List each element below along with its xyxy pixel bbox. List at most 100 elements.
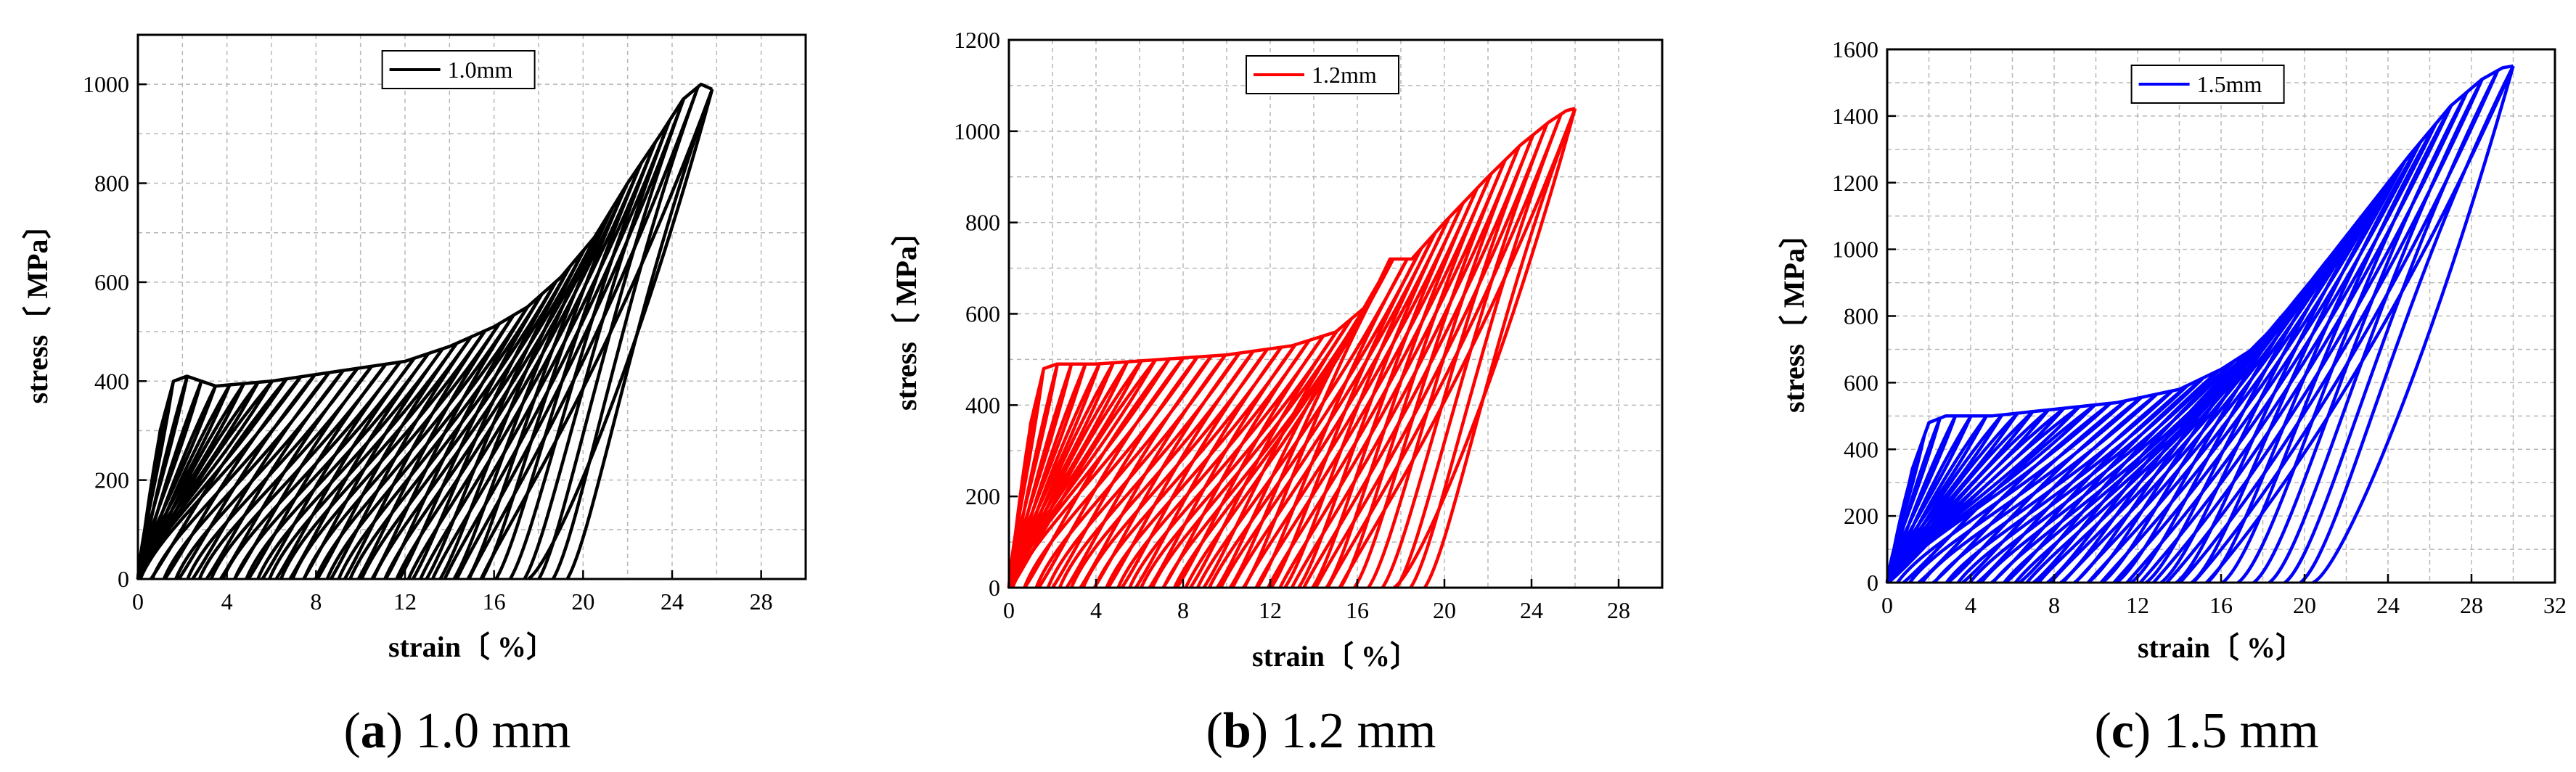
panel-a-cycle-39: [467, 86, 700, 580]
y-tick-label: 1200: [1832, 170, 1878, 196]
panel-a: 0 4 8 12 16 20 24 28 0 200 400 600 800 1000 strain〔 …: [21, 33, 807, 759]
y-tick-label: 1000: [1832, 237, 1878, 263]
x-tick-label: 8: [2048, 592, 2060, 618]
panel-b-cycle-32: [1243, 202, 1465, 589]
panel-c-cycle-37: [2165, 91, 2469, 584]
panel-a-cycle-29: [348, 280, 558, 580]
y-tick-label: 1200: [954, 27, 1000, 53]
panel-b-cycle-39: [1326, 113, 1563, 589]
panel-b-envelope: [1007, 107, 1576, 588]
y-tick-label: 0: [989, 575, 1000, 601]
panel-b-cycle-24: [1150, 318, 1353, 589]
y-tick-label: 600: [965, 301, 1000, 327]
panel-c-y-ticks: 0 200 400 600 800 1000 1200 1400 1600: [1832, 36, 1896, 596]
panel-b-legend-label: 1.2mm: [1312, 62, 1377, 88]
panel-a-cycle-12: [150, 373, 316, 580]
panel-a-caption-text: 1.0 mm: [416, 703, 571, 759]
panel-c-envelope: [1885, 64, 2514, 583]
panel-a-x-ticks: 0 4 8 12 16 20 24 28: [132, 570, 773, 615]
panel-a-legend: 1.0mm: [381, 50, 536, 89]
panel-a-cycle-37: [443, 120, 671, 580]
y-tick-label: 0: [1867, 570, 1878, 596]
y-tick-label: 800: [965, 210, 1000, 236]
x-tick-label: 4: [221, 588, 233, 615]
panel-a-cycle-22: [268, 342, 459, 580]
panel-c-cycle-16: [1908, 395, 2143, 584]
panel-b-cycle-38: [1314, 123, 1549, 589]
y-tick-label: 0: [118, 566, 129, 592]
y-tick-label: 200: [1844, 503, 1878, 529]
y-tick-label: 600: [1844, 369, 1878, 395]
panel-b-cycle-12: [1010, 356, 1185, 589]
panel-b-cycle-13: [1023, 356, 1199, 589]
x-tick-label: 0: [1881, 592, 1893, 618]
x-tick-label: 4: [1965, 592, 1976, 618]
panel-c-legend: 1.5mm: [2130, 65, 2285, 104]
panel-a-cycle-28: [337, 293, 544, 580]
x-tick-label: 32: [2543, 592, 2567, 618]
panel-a-cycle-23: [279, 336, 473, 580]
panel-a-legend-label: 1.0mm: [448, 57, 513, 83]
panel-c-final-unload: [2312, 65, 2515, 585]
panel-b-cycle-35: [1278, 159, 1507, 589]
panel-a-y-ticks: 0 200 400 600 800 1000: [83, 71, 147, 592]
panel-c-legend-label: 1.5mm: [2197, 71, 2262, 97]
y-tick-label: 400: [1844, 436, 1878, 462]
panel-a-cycle-36: [430, 141, 658, 580]
panel-b-caption-letter: b: [1223, 703, 1251, 759]
x-tick-label: 20: [1433, 597, 1456, 623]
x-tick-label: 4: [1090, 597, 1102, 623]
y-tick-label: 200: [94, 467, 129, 493]
x-tick-label: 16: [2209, 592, 2233, 618]
panel-b-cycle-17: [1070, 350, 1255, 589]
panel-c-cycle-38: [2178, 78, 2484, 584]
panel-c-caption-letter: c: [2111, 703, 2134, 759]
panel-b-caption-text: 1.2 mm: [1281, 703, 1436, 759]
x-tick-label: 28: [1607, 597, 1630, 623]
panel-b-cycle-36: [1290, 145, 1521, 589]
panel-a-grid: [138, 35, 806, 579]
panel-b-cycle-33: [1254, 187, 1479, 589]
y-tick-label: 800: [94, 171, 129, 197]
panel-c-caption: (c) 1.5 mm: [2094, 703, 2318, 759]
panel-b-x-ticks: 0 4 8 12 16 20 24 28: [1003, 579, 1630, 623]
panel-b-y-ticks: 0 200 400 600 800 1000 1200: [954, 27, 1018, 601]
y-tick-label: 1000: [954, 118, 1000, 144]
x-tick-label: 12: [1259, 597, 1282, 623]
panel-a-y-axis-label: stress〔 MPa〕: [21, 210, 54, 404]
y-tick-label: 800: [1844, 303, 1878, 329]
x-tick-label: 28: [2460, 592, 2483, 618]
panel-c-x-ticks: 0 4 8 12 16 20 24 28 32: [1881, 574, 2567, 618]
y-tick-label: 400: [965, 392, 1000, 418]
panel-a-cycle-14: [174, 369, 345, 580]
panel-a-final-unload: [527, 89, 714, 580]
panel-b-curves: [1007, 107, 1577, 589]
x-tick-label: 12: [2126, 592, 2149, 618]
x-tick-label: 8: [310, 588, 322, 615]
panel-a-cycle-35: [419, 162, 643, 580]
panel-c: 0 4 8 12 16 20 24 28 32 0 200 400 600 800 1000 1200 140…: [1778, 36, 2567, 759]
panel-b-cycle-31: [1231, 216, 1451, 589]
panel-a-caption: (a) 1.0 mm: [343, 703, 571, 759]
panel-a-cycle-13: [162, 371, 331, 580]
panel-a-cycle-40: [479, 89, 714, 580]
x-tick-label: 16: [1346, 597, 1369, 623]
panel-c-cycle-40: [2205, 65, 2515, 584]
y-tick-label: 400: [94, 368, 129, 394]
x-tick-label: 24: [2376, 592, 2400, 618]
y-tick-label: 1600: [1832, 36, 1878, 62]
panel-b-cycle-22: [1128, 334, 1325, 589]
panel-b-legend: 1.2mm: [1246, 55, 1399, 94]
panel-a-x-axis-label: strain〔 %〕: [388, 631, 555, 663]
x-tick-label: 16: [483, 588, 506, 615]
x-tick-label: 20: [2293, 592, 2316, 618]
panel-b-x-axis-label: strain〔 %〕: [1252, 640, 1419, 673]
x-tick-label: 28: [750, 588, 773, 615]
y-tick-label: 600: [94, 269, 129, 295]
panel-c-cycle-21: [1968, 369, 2220, 584]
panel-a-caption-letter: a: [361, 703, 386, 759]
y-tick-label: 200: [965, 483, 1000, 509]
x-tick-label: 0: [1003, 597, 1015, 623]
panel-b-final-unload: [1393, 107, 1577, 589]
